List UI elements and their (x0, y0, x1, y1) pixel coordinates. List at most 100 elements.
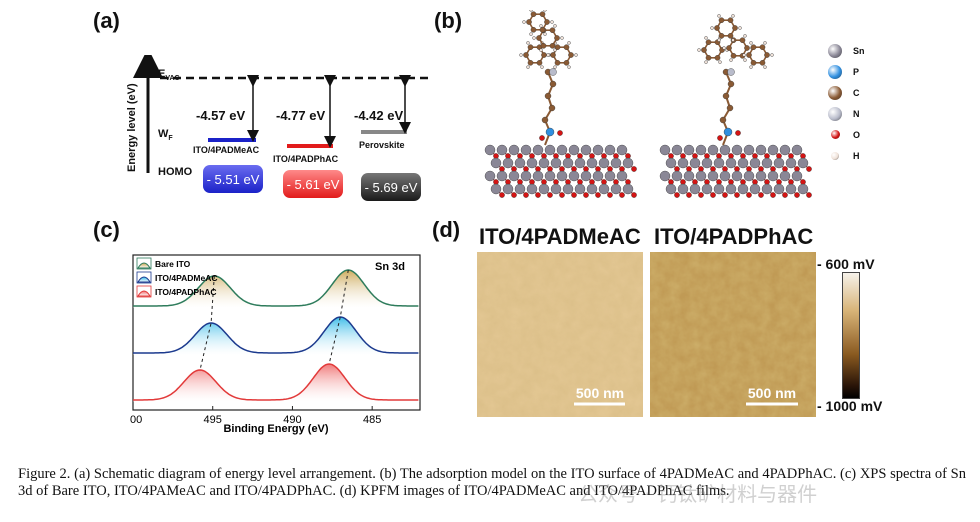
c-atom (746, 52, 752, 58)
slab-o-atom (782, 192, 788, 198)
slab-o-atom (722, 192, 728, 198)
kpfm-image-meac: 500 nm (477, 252, 643, 417)
slab-sn-atom (671, 170, 683, 182)
atom-o-icon (830, 130, 840, 139)
h-atom (704, 60, 708, 64)
slab-sn-atom (568, 170, 580, 182)
c-atom (527, 44, 534, 51)
slab-o-atom (583, 192, 589, 198)
c-atom (541, 52, 547, 58)
slab-sn-atom (737, 157, 749, 169)
o-atom (717, 135, 723, 141)
slab-sn-atom (773, 183, 785, 195)
c-atom (732, 25, 738, 31)
h-atom (704, 36, 708, 40)
h-atom (553, 24, 557, 28)
h-atom (543, 32, 547, 36)
atom-sn-icon (828, 43, 842, 58)
h-atom (722, 46, 726, 50)
slab-sn-atom (514, 183, 526, 195)
slab-sn-atom (773, 157, 785, 169)
slab-sn-atom (737, 183, 749, 195)
adsorption-model (484, 10, 812, 198)
slab-sn-atom (580, 170, 592, 182)
legend-swatch (137, 262, 151, 269)
slab-sn-atom (731, 144, 743, 156)
x-tick-label: 485 (363, 414, 381, 426)
c-atom (750, 44, 757, 51)
slab-sn-atom (616, 170, 628, 182)
slab-sn-atom (677, 183, 689, 195)
panel-d-label: (d) (432, 217, 461, 242)
scale-bar-label-meac: 500 nm (576, 385, 624, 401)
c-atom (527, 59, 534, 66)
slab-sn-atom (610, 183, 622, 195)
slab-sn-atom (580, 144, 592, 156)
legend-symbol: N (853, 108, 860, 119)
c-atom (726, 104, 734, 112)
slab-sn-atom (538, 183, 550, 195)
h-atom (749, 41, 753, 45)
c-atom (541, 116, 549, 124)
atom-legend: Sn P C N O H (828, 40, 865, 166)
legend-swatch-box (136, 257, 152, 270)
c-atom (544, 92, 552, 100)
slab-o-atom (686, 192, 692, 198)
h-atom (731, 38, 735, 42)
c-atom (719, 116, 727, 124)
c-atom (759, 59, 766, 66)
slab-o-atom (595, 192, 601, 198)
slab-o-atom (794, 192, 800, 198)
c-atom (530, 26, 537, 33)
slab-sn-atom (767, 144, 779, 156)
evac-label: EVAC (158, 68, 180, 83)
c-atom (530, 11, 537, 18)
c-atom (526, 19, 532, 25)
o-atom (557, 130, 563, 136)
atom-h-icon (831, 151, 839, 160)
homo-box-meac: - 5.51 eV (203, 165, 263, 193)
slab-sn-atom (671, 144, 683, 156)
c-atom (764, 52, 770, 58)
slab-sn-atom (520, 170, 532, 182)
slab-sn-atom (665, 157, 677, 169)
slab-sn-atom (502, 183, 514, 195)
slab-sn-atom (755, 144, 767, 156)
slab-o-atom (547, 192, 553, 198)
slab-o-atom (746, 192, 752, 198)
slab-sn-atom (659, 170, 671, 182)
slab-sn-atom (544, 170, 556, 182)
slab-sn-atom (574, 157, 586, 169)
h-atom (539, 48, 543, 52)
slab-sn-atom (731, 170, 743, 182)
energy-axis-label: Energy level (eV) (126, 83, 138, 172)
slab-sn-atom (779, 144, 791, 156)
wf-value-meac: -4.57 eV (196, 108, 246, 123)
h-atom (553, 48, 557, 52)
slab-o-atom (571, 192, 577, 198)
slab-sn-atom (743, 144, 755, 156)
c-atom (554, 35, 560, 41)
c-atom (718, 17, 725, 24)
slab-sn-atom (616, 144, 628, 156)
atom-c-icon (828, 85, 842, 100)
legend-atom-c: C (828, 82, 865, 103)
c-atom (549, 27, 556, 34)
chart-title: Sn 3d (375, 261, 405, 273)
xps-chart: 500 495 490 485 Sn 3d Binding Energy (eV) B… (130, 254, 421, 435)
slab-sn-atom (586, 157, 598, 169)
atom-p-icon (828, 64, 842, 79)
slab-sn-atom (797, 157, 809, 169)
slab-sn-atom (520, 144, 532, 156)
slab-sn-atom (490, 157, 502, 169)
h-atom (522, 20, 526, 24)
c-atom (705, 39, 712, 46)
h-atom (540, 65, 544, 69)
homo-label: HOMO (158, 166, 193, 178)
c-atom (714, 54, 721, 61)
c-atom (714, 25, 720, 31)
slab-sn-atom (598, 157, 610, 169)
slab-sn-atom (695, 144, 707, 156)
c-atom (523, 52, 529, 58)
slab-sn-atom (701, 157, 713, 169)
